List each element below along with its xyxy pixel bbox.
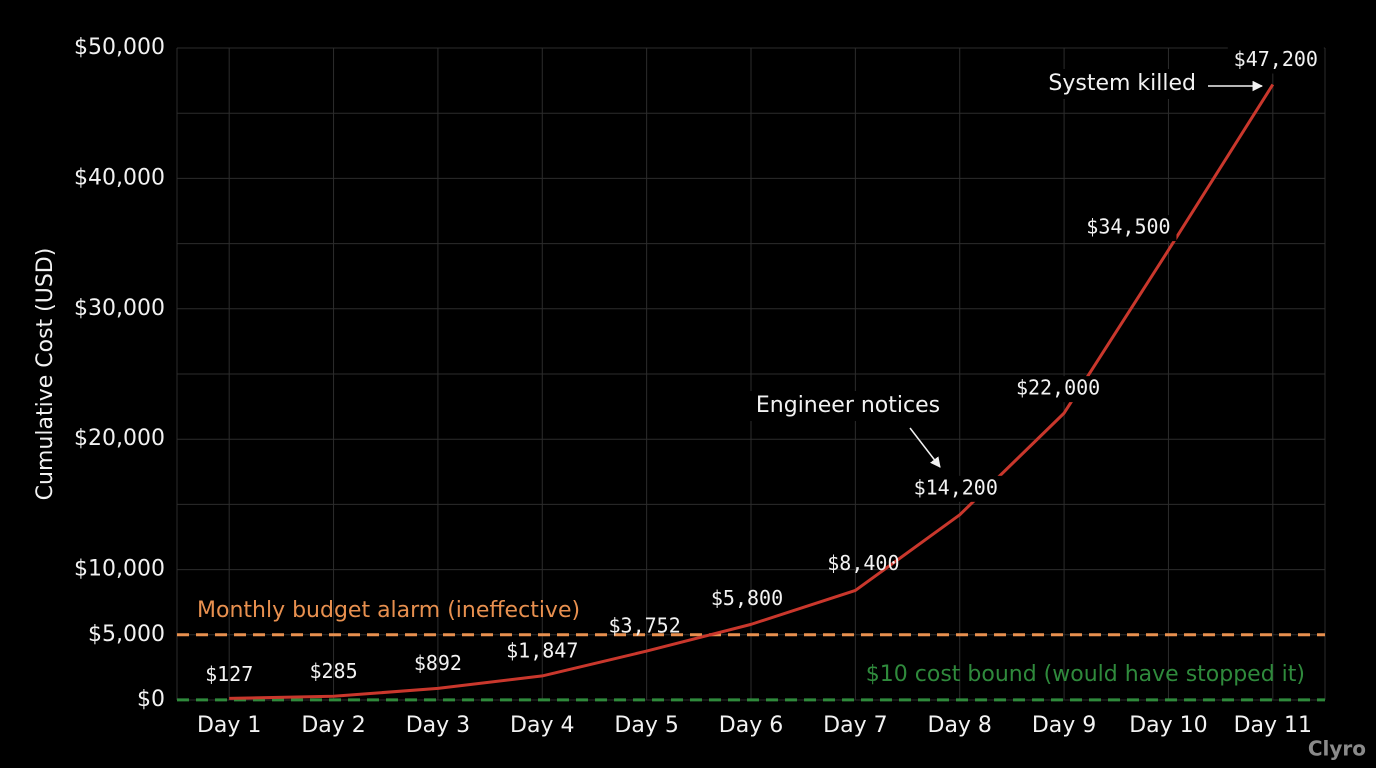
annotation: Engineer notices: [756, 393, 940, 418]
value-label: $285: [309, 659, 357, 683]
value-label: $892: [414, 651, 462, 675]
y-axis-label: Cumulative Cost (USD): [33, 248, 58, 501]
y-tick-label: $30,000: [74, 296, 165, 321]
y-tick-label: $20,000: [74, 426, 165, 451]
x-tick-label: Day 6: [719, 713, 783, 738]
x-tick-label: Day 4: [510, 713, 574, 738]
value-label: $14,200: [914, 475, 998, 499]
annotation-bg: [1038, 69, 1200, 99]
annotation-bg: [748, 391, 948, 421]
x-tick-label: Day 7: [823, 713, 887, 738]
value-label: $3,752: [609, 614, 681, 638]
y-tick-label: $50,000: [74, 35, 165, 60]
x-tick-label: Day 2: [301, 713, 365, 738]
value-label: $5,800: [711, 586, 783, 610]
watermark: Clyro: [1308, 737, 1366, 761]
annotation-arrow: [909, 427, 941, 468]
value-label-bg: [907, 475, 1004, 502]
value-label: $47,200: [1234, 47, 1318, 71]
value-label-bg: [1227, 47, 1324, 74]
value-label: $127: [205, 662, 253, 686]
x-tick-label: Day 5: [614, 713, 678, 738]
x-tick-label: Day 3: [406, 713, 470, 738]
value-label: $34,500: [1086, 215, 1170, 239]
value-label: $1,847: [506, 638, 578, 662]
line: [229, 83, 1275, 700]
x-tick-label: Day 10: [1129, 713, 1207, 738]
x-tick-label: Day 1: [197, 713, 261, 738]
value-label: $22,000: [1016, 376, 1100, 400]
y-tick-label: $10,000: [74, 557, 165, 582]
value-label-bg: [1010, 376, 1107, 403]
y-tick-label: $0: [137, 687, 165, 712]
y-tick-label: $5,000: [88, 622, 165, 647]
value-label-bg: [1080, 215, 1177, 242]
reference-label: Monthly budget alarm (ineffective): [197, 598, 580, 623]
value-label: $8,400: [827, 551, 899, 575]
x-tick-label: Day 9: [1032, 713, 1096, 738]
reference-label: $10 cost bound (would have stopped it): [866, 662, 1305, 687]
x-tick-label: Day 11: [1234, 713, 1312, 738]
y-tick-label: $40,000: [74, 165, 165, 190]
annotation: System killed: [1048, 71, 1196, 96]
x-tick-label: Day 8: [928, 713, 992, 738]
